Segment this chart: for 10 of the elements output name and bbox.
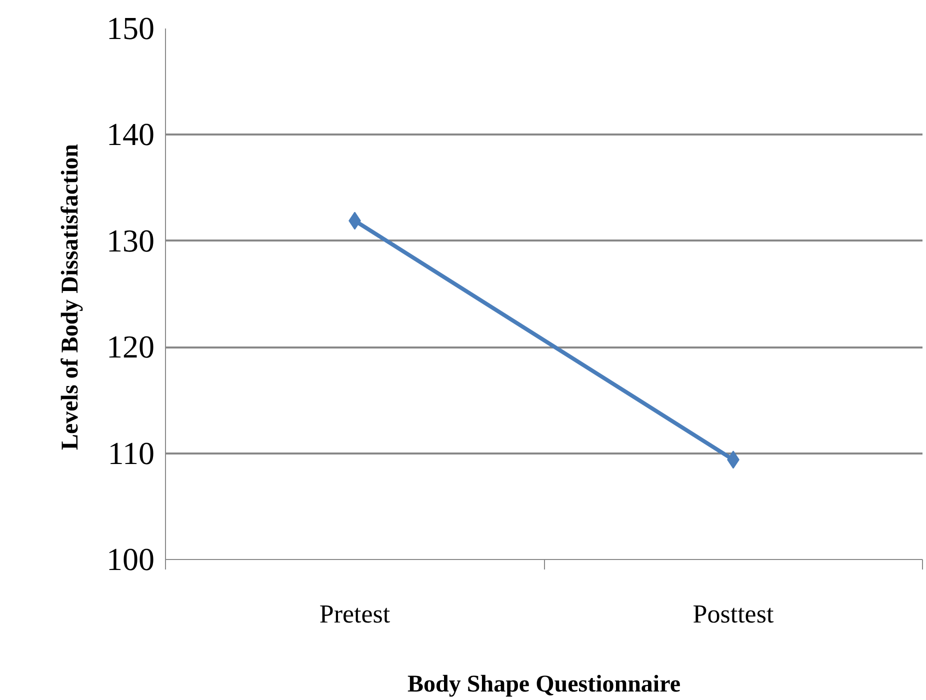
y-tick-label: 110: [108, 434, 154, 471]
y-tick-label: 120: [106, 328, 154, 365]
y-axis-title: Levels of Body Dissatisfaction: [58, 144, 84, 450]
y-tick-label: 100: [106, 541, 154, 577]
y-tick-label: 150: [106, 10, 154, 46]
x-tick-label: Posttest: [692, 600, 774, 628]
x-tick-label: Pretest: [319, 600, 391, 628]
y-tick-label: 130: [106, 222, 154, 258]
y-tick-label: 140: [106, 116, 154, 152]
x-axis-title: Body Shape Questionnaire: [408, 672, 681, 698]
